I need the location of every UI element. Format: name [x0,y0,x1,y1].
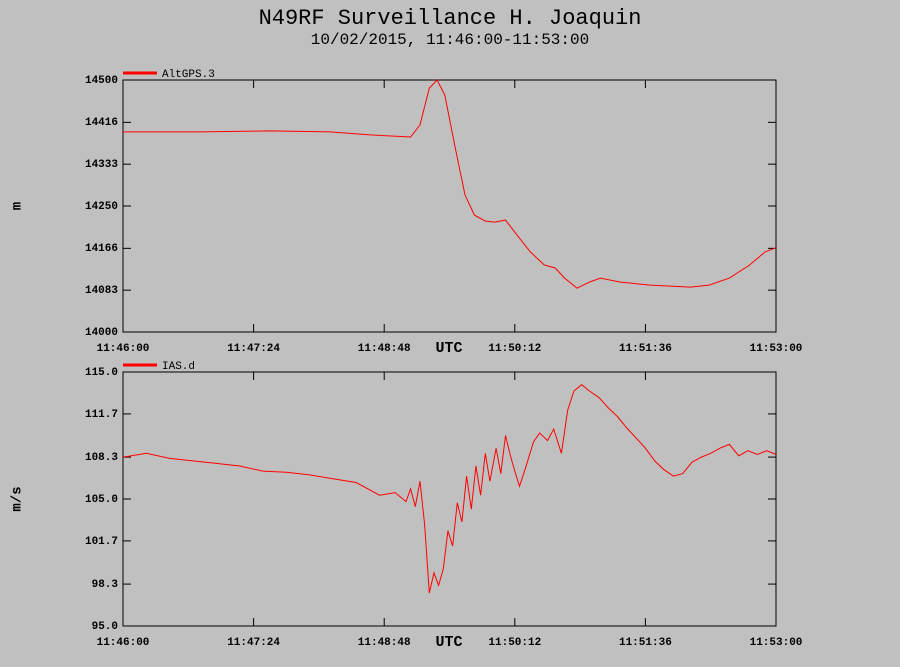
y-tick-label: 101.7 [85,536,118,548]
chart-subtitle: 10/02/2015, 11:46:00-11:53:00 [311,31,589,49]
y-tick-label: 14250 [85,201,118,213]
x-tick-label: 11:51:36 [619,637,672,649]
x-tick-label: 11:46:00 [97,637,150,649]
x-tick-label: 11:53:00 [750,343,803,355]
y-tick-label: 14083 [85,285,118,297]
x-axis-label: UTC [435,340,462,357]
x-axis-label: UTC [435,634,462,651]
x-tick-label: 11:47:24 [227,637,280,649]
y-tick-label: 95.0 [92,621,118,633]
y-axis-label: m [10,202,26,210]
legend-label: AltGPS.3 [162,69,215,81]
y-tick-label: 98.3 [92,579,119,591]
x-tick-label: 11:50:12 [488,343,541,355]
x-tick-label: 11:46:00 [97,343,150,355]
y-tick-label: 14333 [85,159,118,171]
y-tick-label: 115.0 [85,367,118,379]
chart-title: N49RF Surveillance H. Joaquin [259,6,642,31]
plot-frame [122,371,777,627]
y-tick-label: 108.3 [85,452,118,464]
data-line [123,79,777,289]
data-line [122,384,777,594]
legend-label: IAS.d [162,361,195,373]
y-tick-label: 14500 [85,75,118,87]
y-tick-label: 14000 [85,327,118,339]
x-tick-label: 11:50:12 [488,637,541,649]
x-tick-label: 11:47:24 [227,343,280,355]
y-tick-label: 14166 [85,243,118,255]
y-tick-label: 111.7 [85,409,118,421]
x-tick-label: 11:51:36 [619,343,672,355]
x-tick-label: 11:53:00 [750,637,803,649]
y-tick-label: 14416 [85,117,118,129]
x-tick-label: 11:48:48 [358,637,411,649]
y-tick-label: 105.0 [85,494,118,506]
y-axis-label: m/s [10,486,26,511]
x-tick-label: 11:48:48 [358,343,411,355]
